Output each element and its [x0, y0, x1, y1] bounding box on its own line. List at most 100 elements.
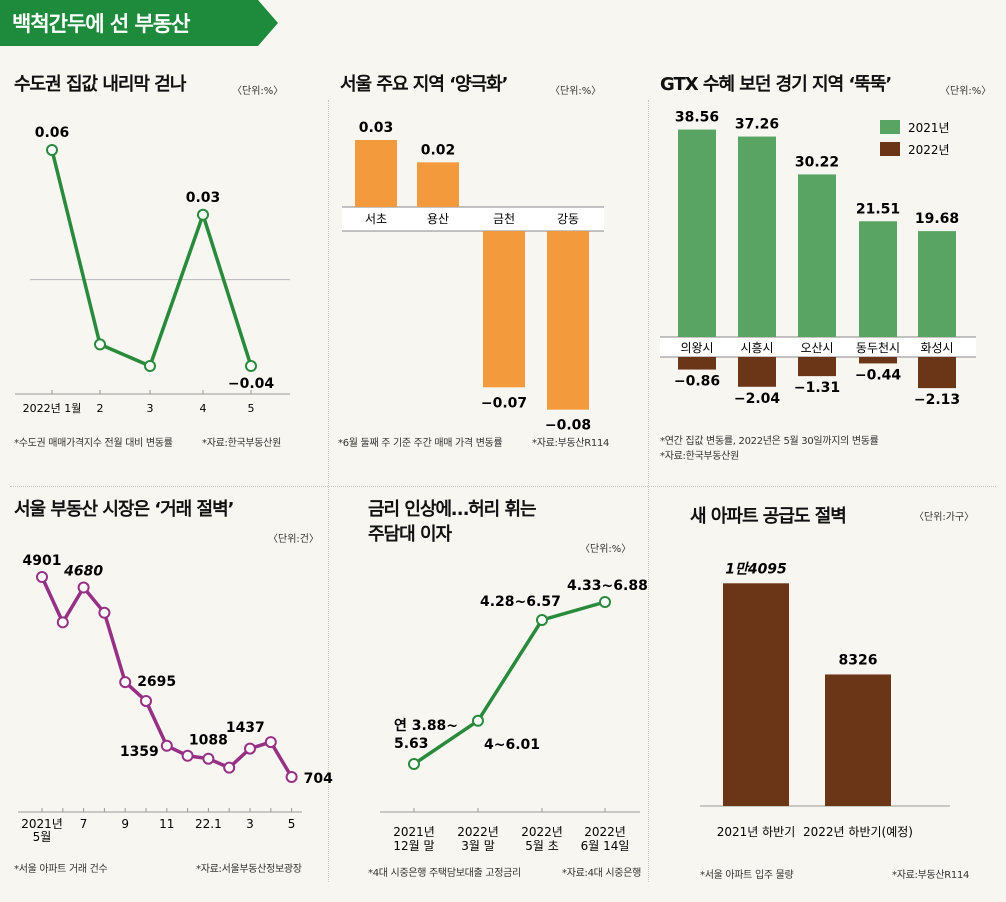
chart2-svg: 0.03 서초 0.02 용산 −0.07 금천 −0.08 강동: [342, 120, 604, 434]
chart1-note: *수도권 매매가격지수 전월 대비 변동률: [14, 438, 173, 449]
chart3-data-label-2022: −1.31: [794, 380, 840, 396]
chart6-bar: [825, 674, 891, 806]
chart3-data-label-2022: −0.86: [674, 374, 720, 390]
chart1-unit: 〈단위:%〉: [232, 86, 284, 97]
chart3-category-label: 시흥시: [740, 341, 773, 355]
chart4-point: [160, 739, 173, 752]
chart4-title: 서울 부동산 시장은 ‘거래 절벽’: [14, 499, 234, 520]
chart3-legend-label-2022: 2022년: [908, 143, 950, 157]
chart1-point: [245, 360, 257, 372]
chart3-bar-2022: [798, 357, 836, 377]
chart3-legend-swatch-2021: [880, 120, 900, 134]
chart3-bar-2021: [918, 231, 956, 337]
chart4-point: [36, 571, 48, 583]
chart1-point: [94, 338, 106, 351]
chart3-bar-2022: [738, 357, 776, 387]
chart4-unit: 〈단위:건〉: [268, 534, 319, 545]
chart2-category-label: 서초: [365, 212, 387, 226]
chart5-tick-label: 2022년 6월 14일: [581, 825, 630, 853]
chart3-data-label-2022: −0.44: [855, 367, 902, 383]
chart4-point: [244, 742, 256, 755]
chart3-bar-2022: [918, 357, 956, 389]
chart6-category-label: 2021년 하반기: [717, 825, 796, 839]
chart3-source: *자료:한국부동산원: [660, 451, 739, 462]
chart5-tick-label: 2022년 5월 초: [521, 825, 563, 853]
chart3-category-label: 동두천시: [856, 340, 900, 355]
chart6-source: *자료:부동산R114: [892, 870, 970, 881]
chart1-data-label: 0.03: [186, 190, 221, 206]
chart3-unit: 〈단위:%〉: [940, 86, 992, 97]
chart3-bar-2021: [798, 174, 836, 337]
chart4-tick-label: 3: [246, 817, 254, 831]
chart1-point: [144, 360, 156, 372]
chart5-source: *자료:4대 시중은행: [562, 868, 642, 879]
chart3-bar-2021: [859, 221, 897, 337]
chart5-series-line: [413, 600, 606, 766]
chart1-tick-label: 5: [248, 402, 255, 415]
chart3-svg: 38.56 −0.86 의왕시 37.26 −2.04 시흥시 30.22 −1.31 오산시 2…: [660, 110, 976, 408]
chart3-axis-band: [660, 337, 976, 357]
chart2-bar: [483, 231, 525, 388]
chart5-title: 금리 인상에…허리 휘는 주담대 이자: [368, 499, 537, 545]
chart4-tick-label: 5: [288, 817, 296, 831]
chart3-category-label: 화성시: [920, 341, 953, 355]
chart3-data-label-2022: −2.13: [914, 392, 960, 408]
chart3-data-label-2022: −2.04: [734, 391, 781, 407]
chart2-bar: [547, 231, 589, 410]
chart4-point: [202, 752, 215, 765]
chart4-data-label: 4680: [63, 564, 103, 580]
chart4-data-label: 1359: [120, 744, 159, 760]
chart4-data-label: 2695: [137, 674, 176, 690]
chart2-bar: [355, 140, 397, 207]
chart4-data-label: 1088: [189, 733, 228, 749]
chart6-data-label: 8326: [839, 652, 878, 668]
chart4-point: [181, 749, 194, 762]
chart1-data-label: −0.04: [228, 376, 275, 392]
chart2-data-label: 0.03: [359, 120, 394, 136]
chart2-data-label: 0.02: [421, 142, 456, 158]
chart6-note: *서울 아파트 입주 물량: [700, 870, 794, 881]
chart1-title: 수도권 집값 내리막 걷나: [14, 74, 186, 95]
column-divider: [328, 100, 329, 882]
chart5-svg: 2021년 12월 말 2022년 3월 말 2022년 5월 초 2022년 6월 14일 연…: [380, 578, 648, 853]
chart4-tick-label: 9: [121, 817, 129, 831]
chart2-title: 서울 주요 지역 ‘양극화’: [340, 74, 509, 95]
column-divider: [648, 100, 649, 882]
chart4-point: [223, 761, 236, 774]
chart1-tick-label: 3: [147, 402, 154, 415]
chart1-source: *자료:한국부동산원: [202, 438, 281, 449]
chart5-point: [408, 758, 420, 770]
chart2-data-label: −0.07: [481, 395, 527, 411]
chart3-data-label-2021: 37.26: [735, 117, 779, 133]
chart4-tick-label: 22.1: [195, 817, 222, 831]
chart3-legend-label-2021: 2021년: [908, 121, 950, 135]
chart4-tick-label: 7: [80, 817, 88, 831]
chart3-category-label: 의왕시: [680, 341, 713, 355]
banner-background: [0, 0, 278, 46]
chart5-data-label: 연 3.88~ 5.63: [394, 718, 458, 752]
chart1-svg: 0.06 2022년 1월 2 3 0.03 4 −0.04 5: [15, 125, 290, 415]
chart3-bar-2022: [859, 357, 897, 364]
chart4-point: [140, 694, 152, 707]
chart4-point: [264, 736, 277, 749]
page-banner-title: 백척간두에 선 부동산: [12, 12, 191, 36]
chart3-data-label-2021: 21.51: [856, 201, 900, 217]
chart5-tick-label: 2021년 12월 말: [393, 825, 435, 853]
chart4-tick-label: 2021년 5월: [21, 817, 63, 844]
chart5-point: [536, 614, 548, 626]
chart2-axis-band: [342, 207, 604, 231]
chart5-tick-label: 2022년 3월 말: [457, 825, 499, 853]
chart4-point: [285, 771, 298, 783]
chart3-category-label: 오산시: [800, 341, 833, 355]
chart1-tick-label: 4: [200, 402, 207, 415]
chart3-bar-2022: [678, 357, 716, 370]
chart1-series-line: [50, 149, 253, 369]
chart2-data-label: −0.08: [545, 418, 591, 434]
chart1-point: [197, 208, 209, 221]
chart2-category-label: 용산: [427, 212, 449, 226]
chart4-source: *자료:서울부동산정보광장: [196, 864, 302, 875]
chart4-data-label: 1437: [226, 720, 265, 736]
chart3-legend-swatch-2022: [880, 142, 900, 156]
chart2-bar: [417, 162, 459, 207]
chart6-unit: 〈단위:가구〉: [914, 512, 975, 523]
